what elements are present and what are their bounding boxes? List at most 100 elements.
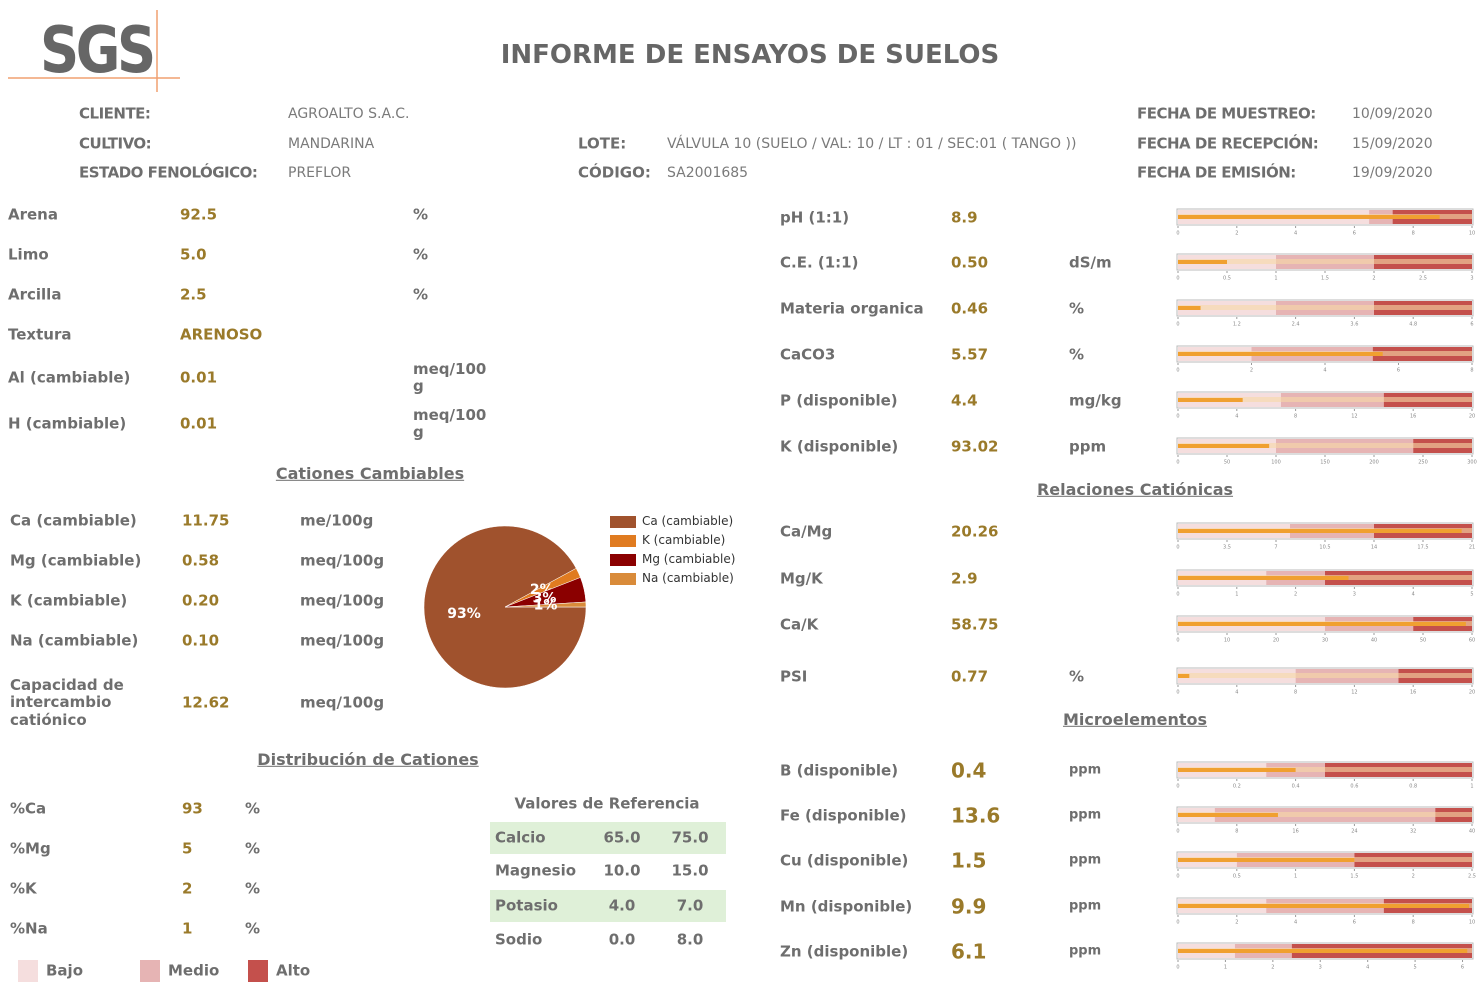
param-value: 0.4 bbox=[951, 758, 987, 783]
tick-label: 20 bbox=[1273, 638, 1279, 644]
bullet-value bbox=[1178, 904, 1470, 908]
section-title: Microelementos bbox=[1062, 709, 1208, 729]
dist-name: %Ca bbox=[10, 799, 47, 818]
tick-label: 1 bbox=[1470, 784, 1473, 790]
legend-label: K (cambiable) bbox=[642, 533, 726, 548]
pie-slice bbox=[504, 601, 587, 608]
bullet-value bbox=[1178, 768, 1296, 772]
cation-unit: meq/100g bbox=[300, 631, 385, 650]
dist-name: %Na bbox=[10, 919, 48, 938]
cation-unit: meq/100g bbox=[300, 693, 385, 712]
dist-value: 2 bbox=[182, 879, 193, 898]
legend-swatch bbox=[610, 573, 636, 585]
param-name: CaCO3 bbox=[780, 345, 836, 364]
legend-text: Alto bbox=[276, 961, 311, 980]
bullet-track bbox=[1178, 767, 1472, 772]
tick-label: 2.4 bbox=[1292, 322, 1300, 328]
tick-label: 4 bbox=[1235, 690, 1238, 696]
bullet-frame bbox=[1176, 667, 1474, 685]
pie-label: 3% bbox=[533, 590, 557, 606]
info-value: 15/09/2020 bbox=[1352, 135, 1433, 152]
dist-unit: % bbox=[245, 839, 261, 858]
tick-label: 8 bbox=[1294, 690, 1297, 696]
tick-label: 0.5 bbox=[1233, 874, 1241, 880]
tick-label: 6 bbox=[1470, 322, 1473, 328]
tick-label: 1.2 bbox=[1233, 322, 1241, 328]
ref-min: 0.0 bbox=[608, 930, 636, 949]
param-value: 8.9 bbox=[951, 208, 978, 227]
tick-label: 0 bbox=[1176, 368, 1179, 374]
dist-value: 93 bbox=[182, 799, 203, 818]
bullet-frame bbox=[1176, 391, 1474, 409]
soil-name: Arcilla bbox=[8, 285, 62, 304]
section-title: Distribución de Cationes bbox=[257, 749, 479, 769]
info-label: ESTADO FENOLÓGICO: bbox=[79, 163, 258, 182]
tick-label: 250 bbox=[1418, 460, 1428, 466]
info-value: MANDARINA bbox=[288, 135, 375, 152]
tick-label: 1 bbox=[1235, 592, 1238, 598]
cation-unit: me/100g bbox=[300, 511, 374, 530]
section-title: Cationes Cambiables bbox=[275, 463, 465, 483]
soil-value: 2.5 bbox=[180, 285, 207, 304]
param-value: 13.6 bbox=[951, 803, 1001, 828]
ref-row-bg bbox=[490, 822, 726, 854]
tick-label: 150 bbox=[1320, 460, 1330, 466]
bullet-track bbox=[1178, 397, 1472, 402]
tick-label: 2 bbox=[1235, 920, 1238, 926]
tick-label: 2 bbox=[1250, 368, 1253, 374]
ref-row-bg bbox=[490, 890, 726, 922]
tick-label: 0 bbox=[1176, 690, 1179, 696]
param-value: 20.26 bbox=[951, 522, 999, 541]
tick-label: 8 bbox=[1470, 368, 1473, 374]
tick-label: 2.5 bbox=[1468, 874, 1476, 880]
tick-label: 2.5 bbox=[1419, 276, 1427, 282]
tick-label: 5 bbox=[1414, 965, 1417, 971]
tick-label: 60 bbox=[1469, 638, 1475, 644]
soil-value: 0.01 bbox=[180, 368, 218, 387]
legend-label: Na (cambiable) bbox=[642, 571, 734, 586]
tick-label: 10 bbox=[1224, 638, 1230, 644]
param-value: 4.4 bbox=[951, 391, 978, 410]
ref-name: Sodio bbox=[495, 930, 543, 949]
tick-label: 0 bbox=[1176, 874, 1179, 880]
tick-label: 12 bbox=[1351, 690, 1357, 696]
param-unit: ppm bbox=[1069, 943, 1102, 959]
tick-label: 100 bbox=[1271, 460, 1281, 466]
ref-min: 10.0 bbox=[603, 861, 641, 880]
legend-text: Medio bbox=[168, 961, 220, 980]
tick-label: 8 bbox=[1294, 414, 1297, 420]
tick-label: 0 bbox=[1176, 784, 1179, 790]
ref-name: Potasio bbox=[495, 896, 558, 915]
ref-max: 75.0 bbox=[671, 828, 709, 847]
tick-label: 1 bbox=[1224, 965, 1227, 971]
tick-label: 1 bbox=[1294, 874, 1297, 880]
tick-label: 0 bbox=[1176, 276, 1179, 282]
ref-max: 15.0 bbox=[671, 861, 709, 880]
tick-label: 20 bbox=[1469, 690, 1475, 696]
param-unit: dS/m bbox=[1069, 253, 1112, 272]
legend-swatch bbox=[610, 554, 636, 566]
tick-label: 6 bbox=[1353, 231, 1356, 237]
param-unit: % bbox=[1069, 299, 1085, 318]
bullet-frame bbox=[1176, 569, 1474, 587]
param-unit: ppm bbox=[1069, 437, 1107, 456]
info-label: FECHA DE RECEPCIÓN: bbox=[1137, 134, 1319, 153]
soil-unit: % bbox=[413, 285, 429, 304]
legend-label: Ca (cambiable) bbox=[642, 514, 734, 529]
param-name: Zn (disponible) bbox=[780, 942, 909, 961]
param-unit: mg/kg bbox=[1069, 391, 1122, 410]
param-value: 0.50 bbox=[951, 253, 989, 272]
cation-unit: meq/100g bbox=[300, 591, 385, 610]
cation-value: 0.10 bbox=[182, 631, 220, 650]
tick-label: 16 bbox=[1292, 829, 1298, 835]
tick-label: 4 bbox=[1323, 368, 1326, 374]
cation-value: 0.58 bbox=[182, 551, 220, 570]
report-title: INFORME DE ENSAYOS DE SUELOS bbox=[500, 40, 1000, 71]
tick-label: 6 bbox=[1353, 920, 1356, 926]
soil-name: H (cambiable) bbox=[8, 414, 127, 433]
tick-label: 21 bbox=[1469, 545, 1475, 551]
ref-min: 4.0 bbox=[608, 896, 636, 915]
tick-label: 0 bbox=[1176, 231, 1179, 237]
soil-unit: meq/100 g bbox=[413, 359, 487, 395]
